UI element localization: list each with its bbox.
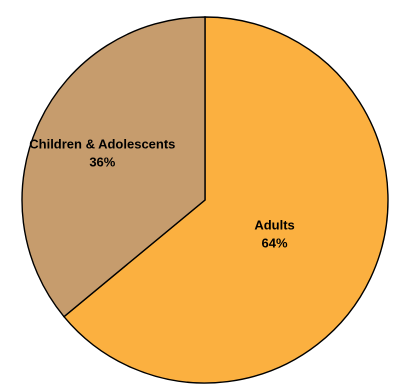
slice-name-label: Adults [254,218,294,233]
slice-name-label: Children & Adolescents [29,137,175,152]
slice-percent-label: 64% [262,236,288,251]
pie-slice-adults [63,16,389,384]
pie-slice-children-adolescents [21,16,206,318]
pie-labels: Adults 64% Children & Adolescents 36% [29,137,295,251]
slice-percent-label: 36% [89,155,115,170]
pie-slices [21,16,389,384]
